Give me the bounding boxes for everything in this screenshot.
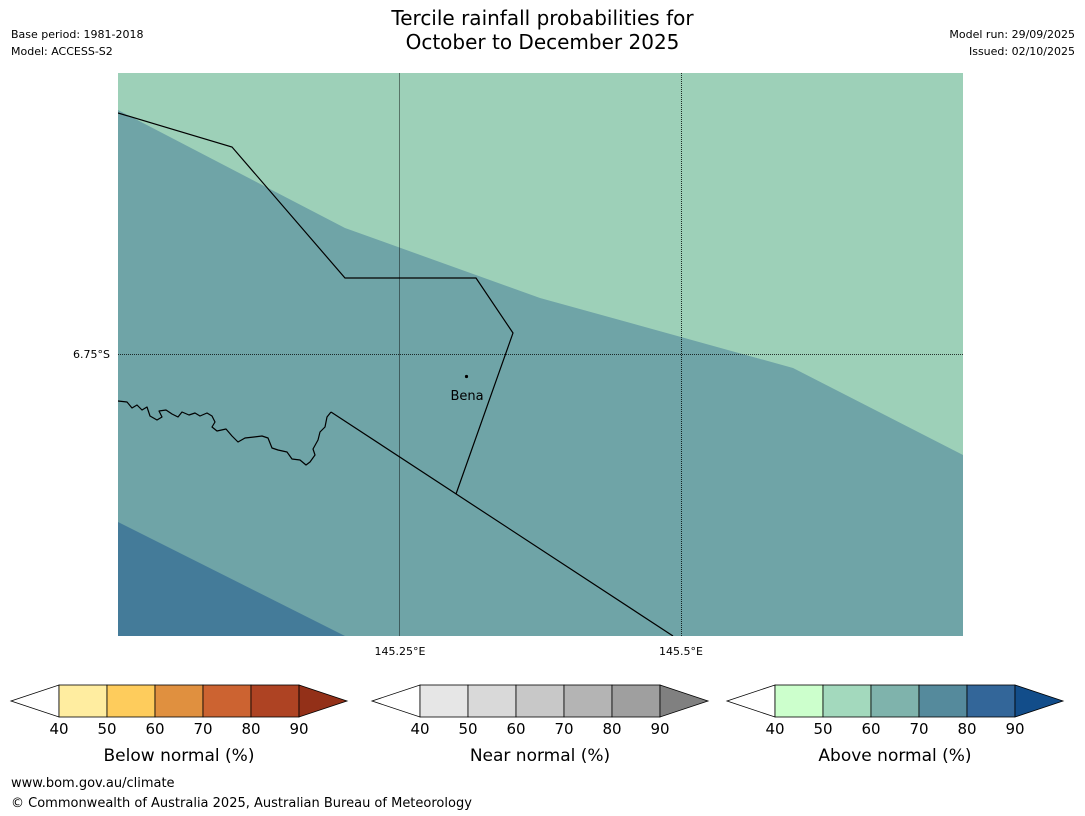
colorbar-bin — [106, 684, 156, 718]
map: Bena 6.75°S 145.25°E 145.5°E — [73, 73, 963, 658]
footer-copyright: © Commonwealth of Australia 2025, Austra… — [11, 796, 472, 811]
river-or-coastline — [118, 400, 332, 466]
colorbar-tick-label: 50 — [97, 720, 116, 738]
colorbar-tick-label: 50 — [458, 720, 477, 738]
province-boundary — [118, 112, 514, 495]
colorbar-bin — [515, 684, 565, 718]
colorbar-bin — [611, 684, 661, 718]
colorbar-title: Near normal (%) — [470, 746, 610, 766]
title-line-2: October to December 2025 — [405, 30, 680, 54]
colorbar-tick-label: 70 — [554, 720, 573, 738]
issued-date: Issued: 02/10/2025 — [968, 45, 1075, 58]
lon-label-14525: 145.25°E — [375, 645, 426, 658]
colorbar-high-extend — [298, 684, 349, 718]
footer: www.bom.gov.au/climate © Commonwealth of… — [11, 774, 472, 814]
colorbar-tick-label: 40 — [765, 720, 784, 738]
map-title: Tercile rainfall probabilities for Octob… — [0, 6, 1085, 54]
footer-url[interactable]: www.bom.gov.au/climate — [11, 776, 175, 791]
colorbar-title: Above normal (%) — [818, 746, 971, 766]
province-boundary-south — [330, 411, 674, 636]
colorbar-bin — [822, 684, 872, 718]
meta-right: Model run: 29/09/2025 Issued: 02/10/2025 — [949, 26, 1075, 60]
colorbar-tick-label: 50 — [813, 720, 832, 738]
colorbar-bin — [870, 684, 920, 718]
colorbar-tick-label: 60 — [145, 720, 164, 738]
title-line-1: Tercile rainfall probabilities for — [391, 6, 694, 30]
colorbar-tick-label: 90 — [650, 720, 669, 738]
colorbar-bin — [966, 684, 1016, 718]
lat-label: 6.75°S — [73, 348, 110, 361]
colorbar-tick-label: 70 — [909, 720, 928, 738]
colorbar-tick-label: 40 — [49, 720, 68, 738]
colorbar-legends: 40 50 60 70 80 90 Below normal (%) 40 50 60 70 80 90… — [9, 684, 1065, 766]
colorbar-bin — [250, 684, 300, 718]
colorbar-tick-label: 80 — [241, 720, 260, 738]
colorbar-low-extend — [9, 684, 60, 718]
colorbar-bin — [58, 684, 108, 718]
colorbar-high-extend — [1014, 684, 1065, 718]
probability-zone-70-80 — [118, 522, 345, 636]
colorbar-tick-label: 90 — [1005, 720, 1024, 738]
colorbar-low-extend — [725, 684, 776, 718]
model-run: Model run: 29/09/2025 — [949, 28, 1075, 41]
colorbar-bin — [419, 684, 469, 718]
colorbar-tick-label: 70 — [193, 720, 212, 738]
lon-label-1455: 145.5°E — [659, 645, 703, 658]
colorbar-title: Below normal (%) — [104, 746, 255, 766]
colorbar-tick-label: 60 — [861, 720, 880, 738]
place-label-bena: Bena — [450, 389, 483, 404]
base-period: Base period: 1981-2018 — [11, 28, 144, 41]
colorbar-tick-label: 80 — [602, 720, 621, 738]
map-area: Bena — [118, 73, 963, 636]
colorbar-bin — [467, 684, 517, 718]
colorbar-tick-label: 90 — [289, 720, 308, 738]
colorbar-low-extend — [370, 684, 421, 718]
meta-left: Base period: 1981-2018 Model: ACCESS-S2 — [11, 26, 143, 60]
bena-marker-icon — [464, 374, 469, 379]
colorbar-tick-label: 60 — [506, 720, 525, 738]
colorbar-tick-label: 80 — [957, 720, 976, 738]
colorbar-bin — [774, 684, 824, 718]
model-name: Model: ACCESS-S2 — [11, 45, 113, 58]
colorbar-bin — [563, 684, 613, 718]
colorbar-bin — [202, 684, 252, 718]
colorbar-tick-label: 40 — [410, 720, 429, 738]
colorbar-bin — [154, 684, 204, 718]
probability-zone-60-70 — [118, 110, 963, 636]
colorbar-bin — [918, 684, 968, 718]
colorbar-high-extend — [659, 684, 710, 718]
